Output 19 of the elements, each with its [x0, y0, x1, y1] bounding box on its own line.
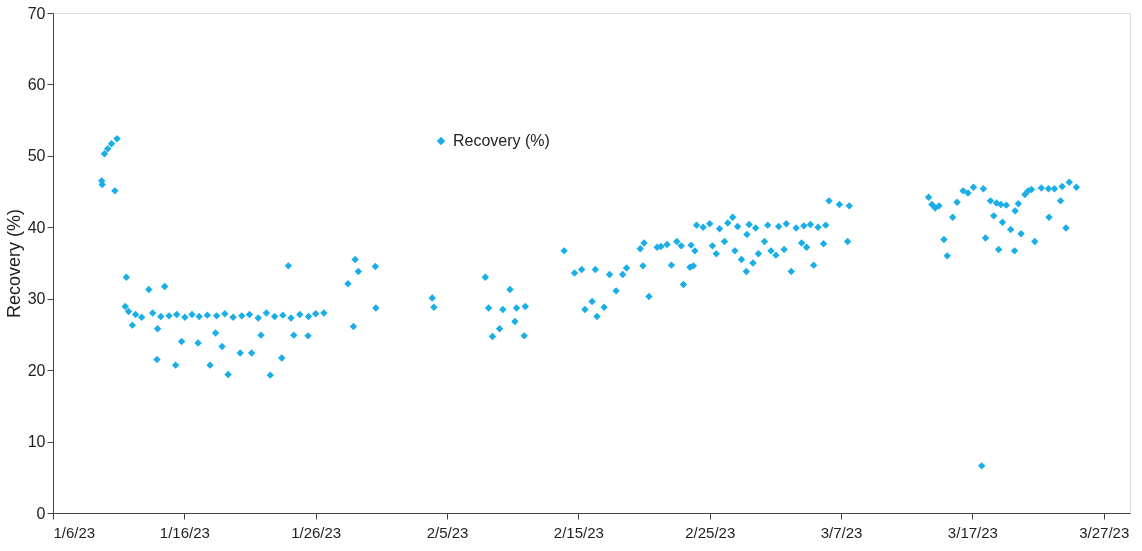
y-tick-label: 30: [27, 290, 46, 308]
y-tick-label: 10: [27, 433, 46, 451]
x-tick-label: 3/27/23: [1079, 523, 1130, 541]
x-tick-label: 1/16/23: [159, 523, 210, 541]
y-tick-label: 70: [27, 4, 46, 22]
x-tick-label: 2/15/23: [553, 523, 604, 541]
y-tick-label: 0: [36, 504, 46, 522]
x-tick-label: 3/7/23: [820, 523, 863, 541]
x-tick-label: 3/17/23: [947, 523, 998, 541]
x-tick-label: 1/6/23: [53, 523, 96, 541]
y-tick-label: 60: [27, 75, 46, 93]
y-tick-label: 50: [27, 147, 46, 165]
y-axis-title: Recovery (%): [3, 208, 24, 319]
y-tick-label: 40: [27, 218, 46, 236]
x-tick-label: 2/25/23: [685, 523, 736, 541]
y-tick-label: 20: [27, 361, 46, 379]
x-tick-label: 2/5/23: [426, 523, 469, 541]
x-tick-label: 1/26/23: [291, 523, 342, 541]
legend-label: Recovery (%): [453, 132, 550, 149]
